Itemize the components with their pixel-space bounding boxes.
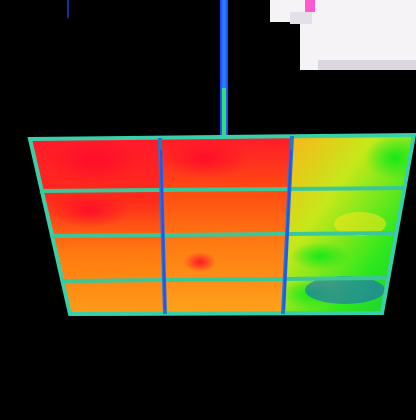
panel-grid-horizontal: [39, 186, 406, 283]
overexposed-region: [270, 0, 416, 70]
solar-panel-array: [30, 135, 414, 314]
background-pole: [67, 0, 69, 18]
support-pole: [220, 0, 228, 135]
panel-frame: [27, 132, 416, 317]
panel-grid-vertical-accent: [160, 149, 292, 311]
